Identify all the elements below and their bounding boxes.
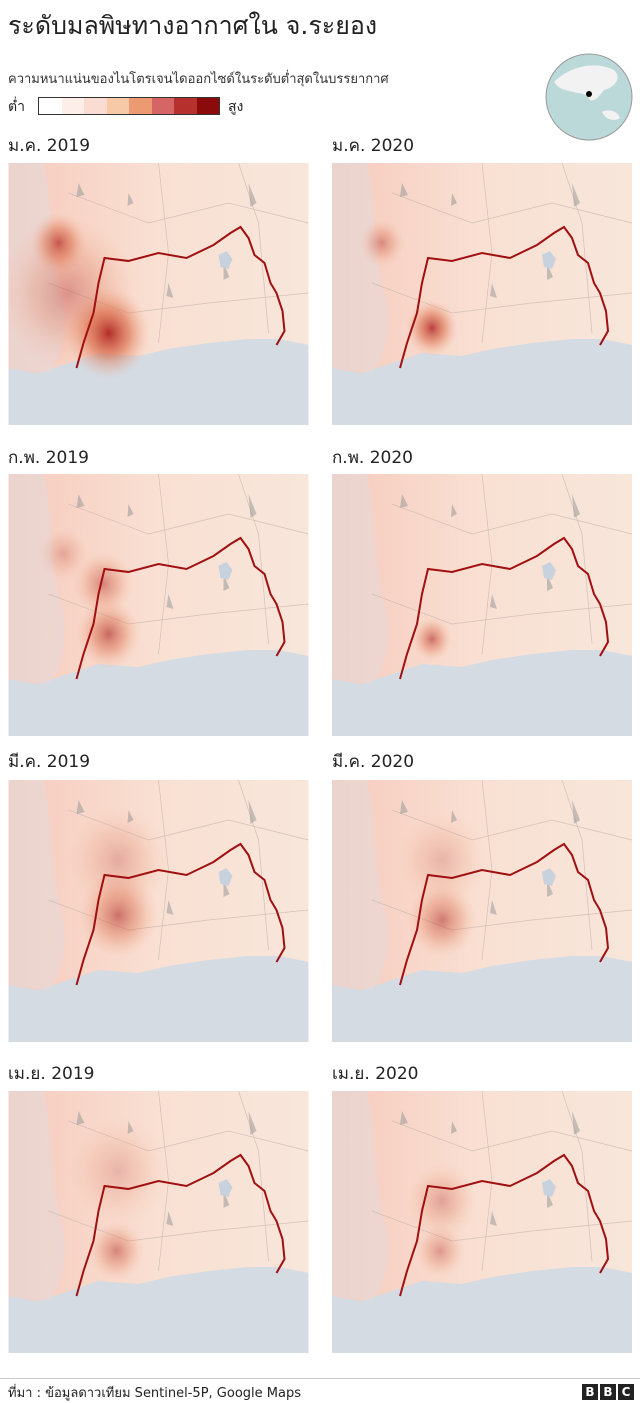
legend-high: สูง	[228, 99, 244, 115]
map-panel	[332, 780, 632, 1042]
legend-swatch	[174, 98, 197, 114]
legend-swatch	[84, 98, 107, 114]
panel-label: มี.ค. 2019	[8, 752, 91, 772]
title: ระดับมลพิษทางอากาศใน จ.ระยอง	[8, 11, 378, 40]
subtitle: ความหนาแน่นของไนโตรเจนไดออกไซด์ในระดับต่…	[8, 72, 389, 87]
legend-swatch	[151, 98, 174, 114]
legend-swatch	[196, 98, 219, 114]
legend-swatch	[106, 98, 129, 114]
logo-letter: C	[618, 1384, 634, 1400]
legend-scale	[38, 97, 220, 115]
panel-label: เม.ย. 2019	[8, 1064, 95, 1084]
logo-letter: B	[600, 1384, 616, 1400]
panel-label: ม.ค. 2020	[332, 136, 415, 156]
map-panel	[332, 1091, 632, 1353]
panel-label: เม.ย. 2020	[332, 1064, 419, 1084]
map-panel	[332, 163, 632, 425]
map-panel	[8, 1091, 309, 1353]
legend-swatch	[39, 98, 62, 114]
legend-swatch	[61, 98, 84, 114]
panel-label: ก.พ. 2020	[332, 448, 413, 468]
map-panel	[8, 780, 309, 1042]
map-panel	[332, 474, 632, 736]
legend-swatch	[129, 98, 152, 114]
divider	[0, 1378, 640, 1379]
logo-letter: B	[582, 1384, 598, 1400]
legend-low: ต่ำ	[8, 99, 25, 115]
map-panel	[8, 163, 309, 425]
panel-label: มี.ค. 2020	[332, 752, 415, 772]
map-panel	[8, 474, 309, 736]
panel-label: ก.พ. 2019	[8, 448, 89, 468]
panel-label: ม.ค. 2019	[8, 136, 91, 156]
source: ที่มา : ข้อมูลดาวเทียม Sentinel-5P, Goog…	[8, 1386, 301, 1401]
locator-globe	[545, 53, 633, 141]
